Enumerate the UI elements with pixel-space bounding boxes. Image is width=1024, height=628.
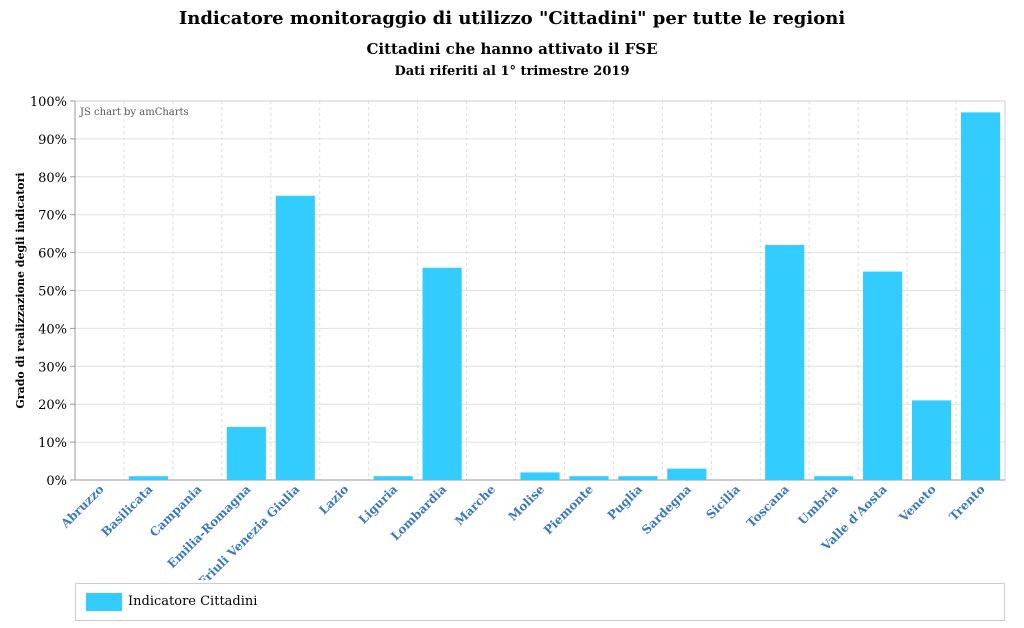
y-tick-label: 40% [38,322,67,337]
bar[interactable] [814,476,854,480]
bar[interactable] [618,476,658,480]
x-tick-label: Veneto [896,482,939,525]
chart-note: Dati riferiti al 1° trimestre 2019 [394,64,630,79]
bar[interactable] [569,476,609,480]
x-tick-label: Toscana [744,482,792,530]
bar[interactable] [520,472,560,480]
x-tick-label: Emilia-Romagna [165,482,254,571]
x-tick-label: Lazio [316,482,351,517]
y-tick-label: 10% [38,436,67,451]
bar[interactable] [226,426,266,480]
legend-swatch[interactable] [86,593,122,611]
y-tick-label: 60% [38,247,67,262]
chart-subtitle: Cittadini che hanno attivato il FSE [366,40,658,58]
y-tick-label: 100% [30,95,67,110]
bar[interactable] [765,245,805,480]
chart-credit: JS chart by amCharts [79,107,189,118]
bar[interactable] [275,195,315,480]
y-axis-title: Grado di realizzazione degli indicatori [14,172,27,408]
bar[interactable] [960,112,1001,481]
bar[interactable] [667,468,707,480]
bar[interactable] [128,476,168,480]
x-tick-label: Molise [506,482,548,524]
x-tick-label: Sardegna [639,482,694,537]
bar[interactable] [373,476,413,480]
bar[interactable] [863,271,903,480]
chart-title: Indicatore monitoraggio di utilizzo "Cit… [178,8,846,29]
y-tick-label: 20% [38,398,67,413]
y-tick-label: 70% [38,209,67,224]
y-tick-label: 80% [38,171,67,186]
x-tick-label: Umbria [795,482,841,528]
bar[interactable] [912,400,952,480]
y-tick-label: 30% [38,360,67,375]
x-tick-label: Trento [946,482,987,523]
y-tick-label: 90% [38,133,67,148]
x-tick-label: Marche [452,482,498,528]
bar-chart: 0% 10% 20% 30% 40% 50% 60% 70% 80% 90% 100% JS char… [14,95,1006,580]
y-tick-label: 50% [38,285,67,300]
x-tick-label: Liguria [356,482,401,527]
legend-label[interactable]: Indicatore Cittadini [128,594,258,609]
x-tick-label: Sicilia [703,482,743,522]
x-tick-label: Piemonte [541,482,596,537]
x-tick-label: Puglia [605,482,645,522]
x-tick-label: Abruzzo [58,482,107,531]
legend: Indicatore Cittadini [75,583,1005,621]
bar[interactable] [422,267,462,480]
y-tick-label: 0% [46,474,67,489]
